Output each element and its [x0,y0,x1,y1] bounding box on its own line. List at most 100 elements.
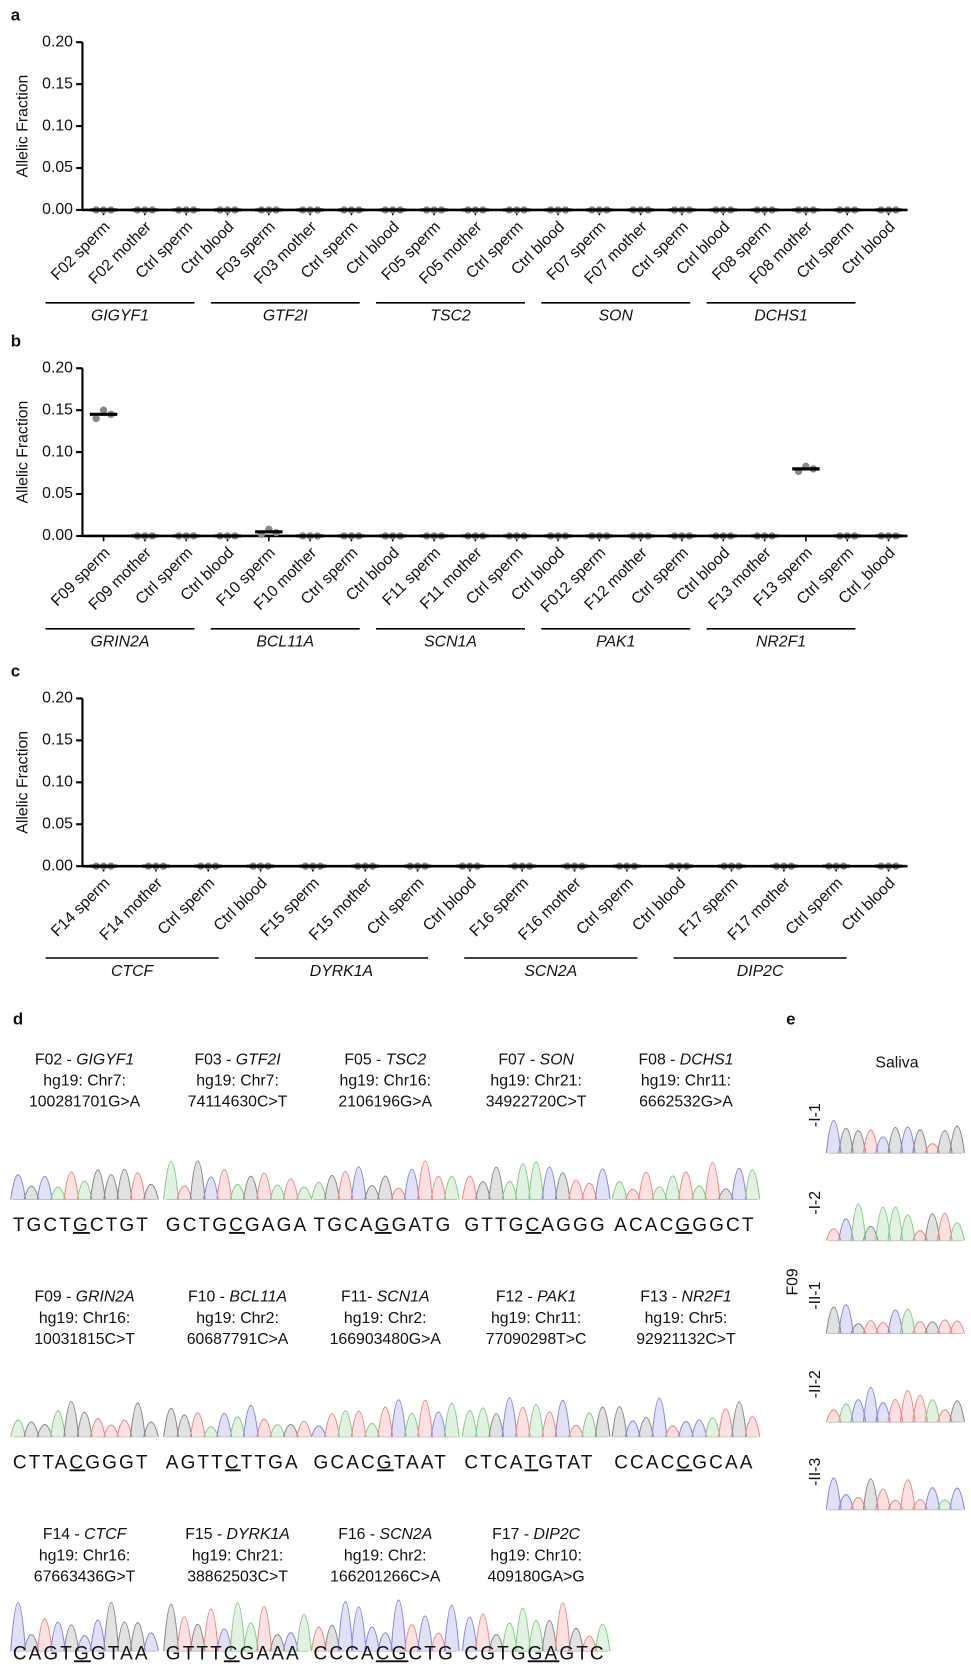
variant: 67663436G>T [34,1568,136,1585]
peak [900,1309,915,1334]
peak [529,1162,544,1200]
gene-name: SCN1A [377,1289,430,1306]
peak [515,1164,530,1200]
variant: 60687791C>A [187,1331,289,1348]
peak [652,1398,667,1437]
peak [297,1187,312,1199]
sample-title: F11- SCN1A [341,1289,429,1306]
peak [826,1120,841,1153]
locus: hg19: Chr7: [196,1073,279,1090]
y-tick-label: 0.10 [42,774,73,791]
peak [826,1478,841,1510]
sequence: AGTTCTTGA [166,1452,300,1473]
peak [679,1172,694,1200]
locus: hg19: Chr2: [344,1310,427,1327]
peak [569,1425,584,1437]
sequence-part: CCCA [314,1643,376,1664]
panel-label: d [13,1010,23,1029]
x-tick-label: Ctrl sperm [155,875,219,939]
chromatogram [462,1162,610,1200]
peak [555,1173,570,1200]
peak [745,1170,760,1200]
peak [502,1398,517,1437]
peak [692,1186,707,1200]
peak [595,1169,610,1200]
peak [391,1400,406,1437]
sequence: CTTACGGGT [13,1452,150,1473]
peak [37,1176,52,1199]
peak [515,1407,530,1437]
peak [164,1161,179,1199]
sample-title: F03 - GTF2I [194,1052,281,1069]
peak [11,1420,26,1437]
peak [104,1425,119,1437]
row-label: -I-2 [807,1191,824,1215]
y-tick-label: 0.20 [42,690,73,707]
locus: hg19: Chr16: [340,1073,431,1090]
peak [77,1412,92,1437]
sample-title: F05 - TSC2 [344,1052,426,1069]
gene-name: SON [540,1052,575,1069]
peak [177,1415,192,1437]
sequence-part: GTTG [464,1215,525,1236]
sequence-part: C [224,1643,240,1664]
sequence-part: G [675,1215,692,1236]
variant: 92921132C>T [636,1331,736,1348]
peak [582,1413,597,1437]
sequence-part: CAGT [13,1643,74,1664]
figure: aAllelic Fraction0.000.050.100.150.20F02… [0,0,971,1667]
chromatogram [164,1161,312,1200]
sequence-part: CTCA [464,1452,524,1473]
sample-id: F13 - [640,1289,681,1306]
peak [718,1409,733,1437]
sample-title: F07 - SON [498,1052,574,1069]
peak [705,1163,720,1200]
y-axis-label: Allelic Fraction [15,731,32,834]
variant: 6662532G>A [639,1094,733,1111]
peak [230,1184,245,1199]
sequence-part: C [225,1452,241,1473]
sequence-part: GTAT [538,1452,594,1473]
sequence-part: GTAA [91,1643,150,1664]
gene-name: PAK1 [537,1289,576,1306]
peak [391,1188,406,1199]
peak [888,1207,903,1241]
chromatogram [311,1400,459,1437]
y-axis-label: Allelic Fraction [15,75,32,178]
row-label: -II-3 [807,1458,824,1486]
sequence-part: GCTG [166,1215,229,1236]
peak [732,1168,747,1199]
sample-id: F08 - [639,1052,680,1069]
group-label: PAK1 [596,634,635,651]
peak [639,1172,654,1200]
chromatogram [826,1478,964,1510]
peak [117,1420,132,1437]
peak [283,1179,298,1200]
peak [444,1176,459,1199]
sample-id: F03 - [194,1052,235,1069]
peak [230,1417,245,1437]
chromatogram [612,1163,760,1200]
group-label: GTF2I [263,308,308,325]
peak [404,1413,419,1437]
locus: hg19: Chr21: [490,1073,581,1090]
group-label: GRIN2A [91,634,150,651]
gene-name: NR2F1 [682,1289,732,1306]
variant: 100281701G>A [29,1094,141,1111]
chromatogram [826,1204,964,1241]
peak [665,1426,680,1437]
sequence-part: G [377,1452,394,1473]
sequence-part: GCAC [314,1452,377,1473]
sample-id: F02 - [35,1052,76,1069]
chromatogram [462,1398,610,1437]
sequence: GTTGCAGGG [464,1215,606,1236]
peak [462,1411,477,1437]
peak [378,1407,393,1437]
peak [900,1215,915,1241]
sequence-part: GA [528,1643,560,1664]
peak [144,1422,159,1437]
peak [51,1411,66,1437]
gene-name: SCN2A [380,1526,433,1543]
sample-title: F12 - PAK1 [496,1289,577,1306]
peak [190,1161,205,1200]
